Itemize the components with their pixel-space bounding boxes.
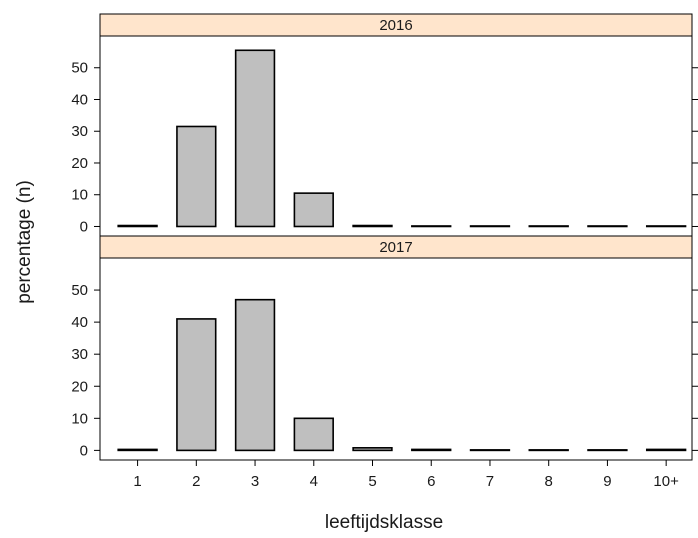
x-axis-title: leeftijdsklasse xyxy=(325,512,443,533)
bar-6 xyxy=(411,448,452,452)
bar-4 xyxy=(293,192,334,228)
bar-8 xyxy=(528,225,569,228)
bar-2 xyxy=(176,125,217,228)
bar-4 xyxy=(293,417,334,452)
bar-9 xyxy=(587,225,628,228)
bar-3 xyxy=(234,49,276,228)
y-tick-label: 20 xyxy=(71,378,88,395)
bar-1 xyxy=(117,448,158,452)
panel-2017: 2017 0 10 20 30 40 50 xyxy=(71,235,698,461)
y-tick-label: 10 xyxy=(71,187,88,204)
x-tick-label: 5 xyxy=(368,473,376,490)
bar-1 xyxy=(117,224,158,228)
bar-8 xyxy=(528,449,569,452)
y-tick-label: 30 xyxy=(71,123,88,140)
bar-2 xyxy=(176,318,217,452)
y-tick-label: 40 xyxy=(71,314,88,331)
panel-strip-label: 2016 xyxy=(379,17,412,34)
bar-10+ xyxy=(645,448,687,452)
y-tick-label: 40 xyxy=(71,91,88,108)
x-tick-label: 9 xyxy=(603,473,611,490)
y-tick-label: 50 xyxy=(71,282,88,299)
x-tick-label: 4 xyxy=(310,473,318,490)
bar-7 xyxy=(469,225,511,228)
bar-10+ xyxy=(645,225,687,228)
y-tick-label: 50 xyxy=(71,60,88,77)
x-tick-label: 1 xyxy=(133,473,141,490)
x-tick-label: 3 xyxy=(251,473,259,490)
bar-9 xyxy=(587,449,628,452)
y-tick-label: 20 xyxy=(71,155,88,172)
x-tick-label: 7 xyxy=(486,473,494,490)
y-axis-title: percentage (n) xyxy=(14,180,35,304)
y-tick-label: 0 xyxy=(80,218,88,235)
x-tick-label: 2 xyxy=(192,473,200,490)
y-tick-label: 0 xyxy=(80,442,88,459)
x-tick-label: 10+ xyxy=(653,473,679,490)
x-axis: 1 2 3 4 5 6 7 8 9 10+ xyxy=(133,460,679,490)
bar-5 xyxy=(352,447,393,452)
bar-6 xyxy=(411,225,452,228)
x-tick-label: 8 xyxy=(545,473,553,490)
panel-strip-label: 2017 xyxy=(379,239,412,256)
panels: 2016 0 10 20 30 40 50 2017 0 10 20 30 40 50 xyxy=(71,13,698,461)
y-tick-label: 30 xyxy=(71,346,88,363)
x-tick-label: 6 xyxy=(427,473,435,490)
bar-7 xyxy=(469,449,511,452)
bar-5 xyxy=(352,224,393,228)
y-tick-label: 10 xyxy=(71,410,88,427)
bar-3 xyxy=(234,298,276,452)
panel-2016: 2016 0 10 20 30 40 50 xyxy=(71,13,698,237)
